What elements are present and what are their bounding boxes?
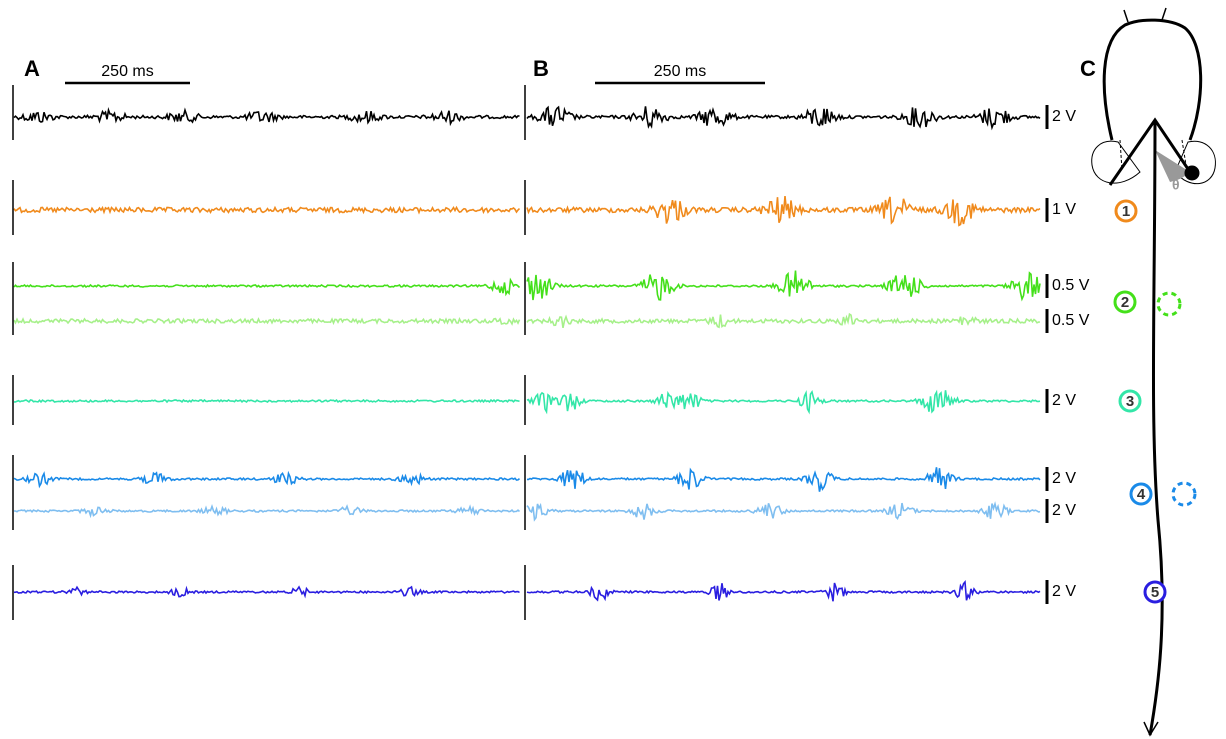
amplitude-scale-label: 2 V <box>1052 470 1076 487</box>
emg-trace <box>14 208 520 213</box>
time-scale-label: 250 ms <box>101 63 153 80</box>
electrode-number: 3 <box>1126 393 1134 410</box>
emg-trace <box>14 280 520 294</box>
electrode-marker-dashed <box>1158 293 1180 315</box>
amplitude-scale-label: 2 V <box>1052 108 1076 125</box>
electrode-number: 5 <box>1151 584 1159 601</box>
emg-trace <box>527 271 1040 300</box>
emg-trace <box>14 110 520 124</box>
panel-label: A <box>24 56 40 81</box>
emg-trace <box>14 319 520 324</box>
emg-trace <box>527 467 1040 491</box>
amplitude-scale-label: 0.5 V <box>1052 312 1090 329</box>
emg-trace <box>527 503 1040 520</box>
emg-trace <box>527 314 1040 328</box>
emg-trace <box>14 400 520 402</box>
panel-label: B <box>533 56 549 81</box>
angle-label: θ <box>1172 177 1180 193</box>
amplitude-scale-label: 2 V <box>1052 583 1076 600</box>
electrode-marker-dashed <box>1173 483 1195 505</box>
rat-drawing <box>1092 8 1216 735</box>
emg-trace <box>14 506 520 515</box>
time-scale-label: 250 ms <box>654 63 706 80</box>
electrode-number: 4 <box>1137 486 1146 503</box>
figure: A B C 250 ms 250 ms 2 V 1 V 0.5 V 0.5 V 2 V 2 V 2 V… <box>0 0 1226 739</box>
panel-label: C <box>1080 56 1096 81</box>
electrode-number: 1 <box>1122 203 1130 220</box>
emg-trace <box>14 473 520 486</box>
amplitude-scale-label: 2 V <box>1052 502 1076 519</box>
amplitude-scale-label: 1 V <box>1052 201 1076 218</box>
emg-trace <box>527 582 1040 601</box>
emg-trace <box>527 106 1040 127</box>
amplitude-scale-label: 2 V <box>1052 392 1076 409</box>
amplitude-scale-label: 0.5 V <box>1052 277 1090 294</box>
emg-trace <box>527 390 1040 412</box>
emg-trace <box>14 587 520 597</box>
electrode-number: 2 <box>1121 294 1129 311</box>
emg-trace <box>527 196 1040 225</box>
